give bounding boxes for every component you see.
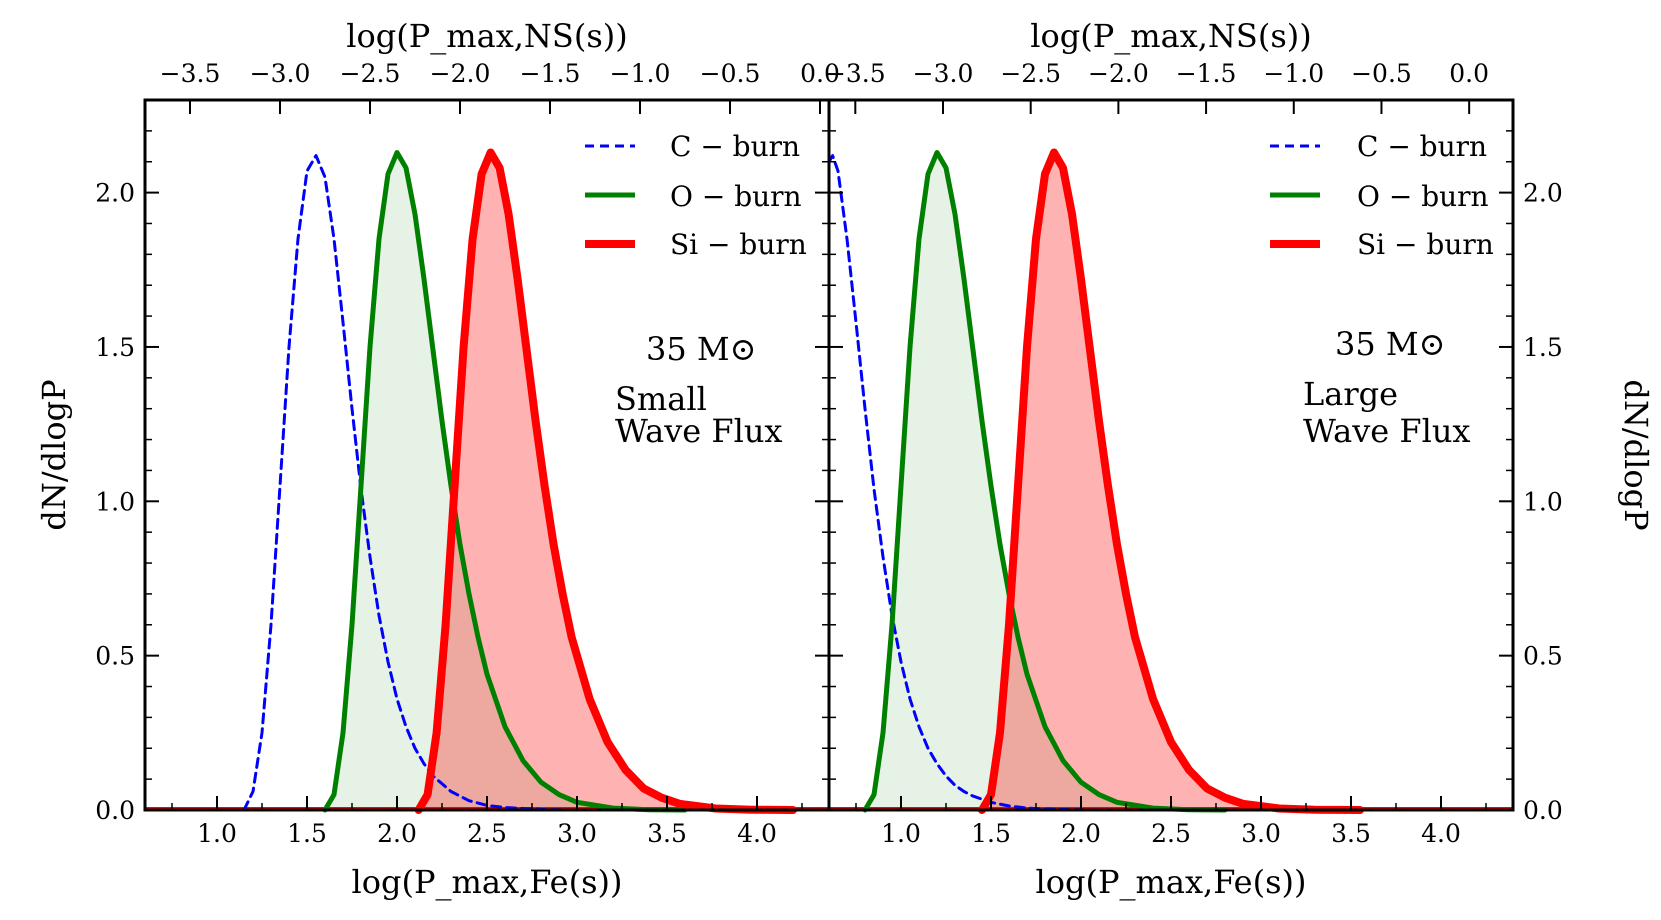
- right-x2-axis-title: log(P_max,NS(s)): [1030, 17, 1311, 55]
- x2-tick-label: −0.5: [1351, 59, 1412, 88]
- right-mass-label: 35 M⊙: [1335, 325, 1445, 363]
- right-fill-o-burn: [865, 152, 1225, 810]
- x2-tick-label: −3.0: [250, 59, 311, 88]
- x2-tick-label: −1.0: [1263, 59, 1324, 88]
- x-tick-label: 2.5: [467, 819, 507, 848]
- right-bottom-ticks: 1.0 1.5 2.0 2.5 3.0 3.5 4.0: [855, 796, 1487, 848]
- x-tick-label: 2.0: [377, 819, 417, 848]
- left-legend: C − burn O − burn Si − burn: [585, 130, 807, 261]
- x-tick-label: 1.0: [197, 819, 237, 848]
- left-panel: 1.0 1.5 2.0 2.5 3.0 3.5 4.0 −3.5 −3.0 −2.5 −2.0 −1…: [35, 17, 840, 901]
- y-tick-label: 0.5: [95, 642, 135, 671]
- x2-tick-label: −2.0: [1088, 59, 1149, 88]
- left-fill-si-burn: [418, 152, 793, 810]
- right-x-axis-title: log(P_max,Fe(s)): [1036, 863, 1307, 901]
- y-tick-label: 2.0: [1523, 179, 1563, 208]
- right-flux-label-line2: Wave Flux: [1303, 412, 1470, 450]
- y-tick-label: 2.0: [95, 179, 135, 208]
- x-tick-label: 3.0: [557, 819, 597, 848]
- legend-label-c-burn: C − burn: [1357, 130, 1487, 163]
- left-series-o-burn: [322, 150, 688, 813]
- legend-label-si-burn: Si − burn: [1357, 228, 1494, 261]
- x-tick-label: 3.0: [1241, 819, 1281, 848]
- left-bottom-ticks: 1.0 1.5 2.0 2.5 3.0 3.5 4.0: [171, 796, 803, 848]
- legend-label-o-burn: O − burn: [1357, 180, 1489, 213]
- y-tick-label: 0.0: [95, 796, 135, 825]
- right-top-ticks: −3.5 −3.0 −2.5 −2.0 −1.5 −1.0 −0.5 0.0: [825, 59, 1489, 114]
- right-series-si-burn: [978, 148, 1364, 814]
- right-series-o-burn: [862, 150, 1228, 813]
- left-flux-label-line1: Small: [615, 380, 707, 418]
- left-y-axis-title: dN/dlogP: [35, 379, 73, 530]
- y-tick-label: 1.5: [1523, 333, 1563, 362]
- x2-tick-label: −2.5: [340, 59, 401, 88]
- y-tick-label: 1.5: [95, 333, 135, 362]
- left-x-axis-title: log(P_max,Fe(s)): [352, 863, 623, 901]
- y-tick-label: 1.0: [95, 487, 135, 516]
- right-panel: 1.0 1.5 2.0 2.5 3.0 3.5 4.0 −3.5 −3.0 −2.5 −2.0 −1…: [825, 17, 1655, 901]
- x2-tick-label: −1.5: [520, 59, 581, 88]
- x2-tick-label: −2.5: [1000, 59, 1061, 88]
- left-y-ticks: 0.0 0.5 1.0 1.5 2.0: [95, 130, 829, 825]
- right-flux-label-line1: Large: [1303, 375, 1398, 413]
- x2-tick-label: −1.5: [1176, 59, 1237, 88]
- x2-tick-label: −3.5: [825, 59, 886, 88]
- left-fill-o-burn: [325, 152, 685, 810]
- x2-tick-label: −0.5: [700, 59, 761, 88]
- x2-tick-label: −1.0: [610, 59, 671, 88]
- legend-label-si-burn: Si − burn: [670, 228, 807, 261]
- x2-tick-label: −2.0: [430, 59, 491, 88]
- right-y-ticks: 0.0 0.5 1.0 1.5 2.0: [829, 130, 1563, 825]
- right-fill-si-burn: [982, 152, 1360, 810]
- x-tick-label: 3.5: [1331, 819, 1371, 848]
- x-tick-label: 2.0: [1061, 819, 1101, 848]
- x-tick-label: 4.0: [737, 819, 777, 848]
- y-tick-label: 0.0: [1523, 796, 1563, 825]
- y-tick-label: 0.5: [1523, 642, 1563, 671]
- legend-label-c-burn: C − burn: [670, 130, 800, 163]
- x-tick-label: 1.5: [287, 819, 327, 848]
- x-tick-label: 4.0: [1421, 819, 1461, 848]
- x-tick-label: 1.5: [971, 819, 1011, 848]
- left-series-si-burn: [414, 148, 797, 814]
- x2-tick-label: −3.5: [160, 59, 221, 88]
- left-x2-axis-title: log(P_max,NS(s)): [346, 17, 627, 55]
- right-legend: C − burn O − burn Si − burn: [1270, 130, 1494, 261]
- right-y-axis-title: dN/dlogP: [1617, 379, 1655, 530]
- left-flux-label-line2: Wave Flux: [615, 412, 782, 450]
- left-series-c-burn: [242, 154, 579, 812]
- x-tick-label: 2.5: [1151, 819, 1191, 848]
- y-tick-label: 1.0: [1523, 487, 1563, 516]
- legend-label-o-burn: O − burn: [670, 180, 802, 213]
- x-tick-label: 3.5: [647, 819, 687, 848]
- left-top-ticks: −3.5 −3.0 −2.5 −2.0 −1.5 −1.0 −0.5 0.0: [160, 59, 840, 114]
- x2-tick-label: 0.0: [1449, 59, 1489, 88]
- x-tick-label: 1.0: [881, 819, 921, 848]
- x2-tick-label: 0.0: [800, 59, 840, 88]
- x2-tick-label: −3.0: [913, 59, 974, 88]
- left-mass-label: 35 M⊙: [646, 330, 756, 368]
